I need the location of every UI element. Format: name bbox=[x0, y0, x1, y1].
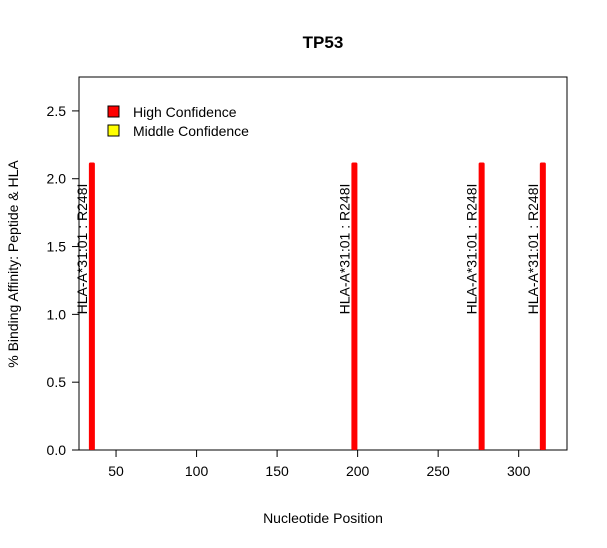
bar bbox=[478, 162, 485, 450]
x-tick-label: 200 bbox=[346, 463, 370, 479]
x-tick-label: 300 bbox=[507, 463, 531, 479]
bars: HLA-A*31:01 : R248I HLA-A*31:01 : R248I HL… bbox=[74, 162, 546, 450]
x-tick-label: 150 bbox=[265, 463, 289, 479]
y-tick-label: 0.0 bbox=[47, 442, 67, 458]
x-tick-label: 50 bbox=[108, 463, 124, 479]
bar-label: HLA-A*31:01 : R248I bbox=[464, 184, 480, 315]
legend-label: Middle Confidence bbox=[133, 123, 249, 139]
bar-label: HLA-A*31:01 : R248I bbox=[74, 184, 90, 315]
bar bbox=[88, 162, 95, 450]
bar-label: HLA-A*31:01 : R248I bbox=[336, 184, 352, 315]
bar bbox=[539, 162, 546, 450]
bar bbox=[351, 162, 358, 450]
y-tick-label: 1.5 bbox=[47, 239, 67, 255]
x-tick-label: 100 bbox=[185, 463, 209, 479]
y-tick-label: 1.0 bbox=[47, 306, 67, 322]
x-tick-label: 250 bbox=[426, 463, 450, 479]
bar-label: HLA-A*31:01 : R248I bbox=[525, 184, 541, 315]
legend: High Confidence Middle Confidence bbox=[107, 104, 249, 139]
y-axis-label: % Binding Affinity: Peptide & HLA bbox=[5, 160, 21, 368]
legend-swatch bbox=[107, 105, 120, 118]
y-axis: 0.0 0.5 1.0 1.5 2.0 2.5 bbox=[47, 103, 80, 458]
y-tick-label: 2.5 bbox=[47, 103, 67, 119]
y-tick-label: 0.5 bbox=[47, 374, 67, 390]
legend-swatch bbox=[107, 124, 120, 137]
y-tick-label: 2.0 bbox=[47, 171, 67, 187]
x-axis-label: Nucleotide Position bbox=[263, 510, 383, 526]
legend-label: High Confidence bbox=[133, 104, 237, 120]
chart-title: TP53 bbox=[303, 33, 344, 52]
x-axis: 50 100 150 200 250 300 bbox=[108, 449, 531, 479]
